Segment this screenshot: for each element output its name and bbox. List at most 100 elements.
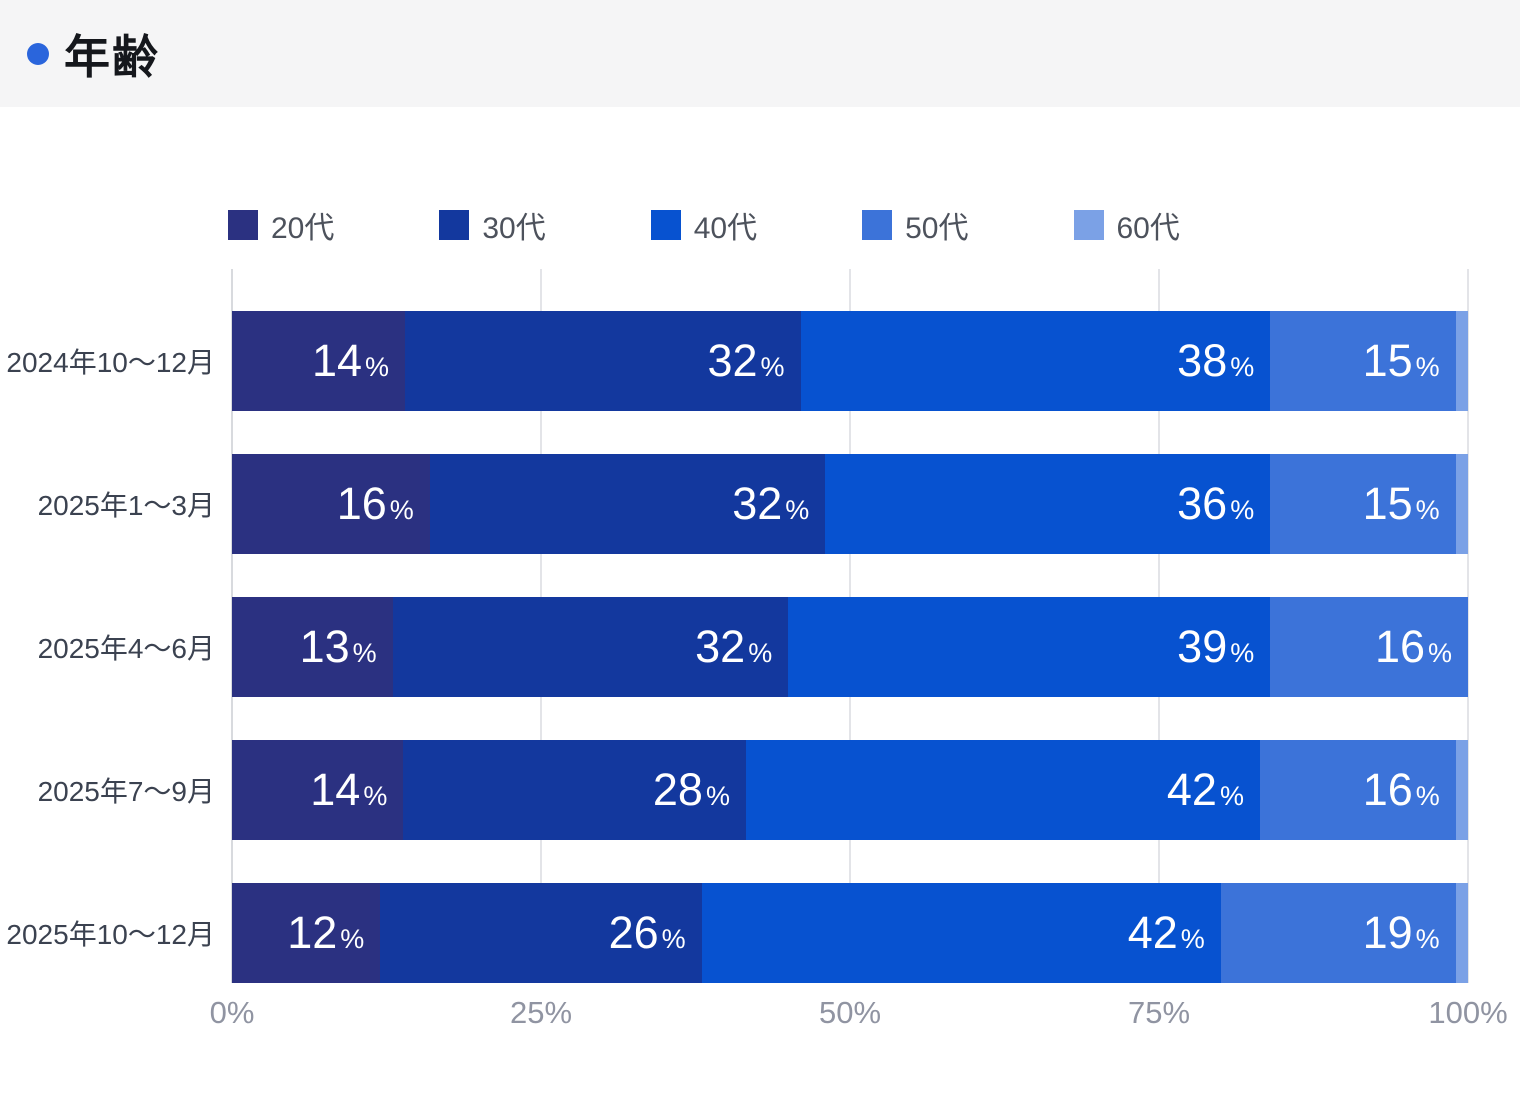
segment-value-number: 36 — [1177, 478, 1228, 529]
x-tick-label: 0% — [209, 995, 255, 1030]
bar-segment-50代: 15% — [1270, 454, 1456, 554]
segment-value-number: 16 — [1374, 621, 1425, 672]
segment-value-number: 15 — [1362, 335, 1413, 386]
segment-value-number: 19 — [1362, 907, 1413, 958]
bar-segment-60代 — [1455, 454, 1468, 554]
segment-value-label: 15% — [1363, 478, 1456, 530]
bar-segment-50代: 16% — [1270, 597, 1469, 697]
segment-value-suffix: % — [1415, 781, 1440, 811]
x-tick-label: 50% — [818, 995, 882, 1030]
segment-value-suffix: % — [785, 495, 810, 525]
segment-value-number: 16 — [1362, 764, 1413, 815]
segment-value-number: 12 — [287, 907, 338, 958]
segment-value-label: 42% — [1128, 907, 1221, 959]
bar-segment-40代: 39% — [788, 597, 1271, 697]
segment-value-suffix: % — [1180, 924, 1205, 954]
bar-segment-20代: 14% — [232, 311, 406, 411]
segment-value-suffix: % — [1230, 638, 1255, 668]
stacked-bar: 14% 28% 42% 16% — [232, 740, 1468, 840]
bar-segment-30代: 28% — [403, 740, 746, 840]
legend-label: 50代 — [905, 212, 969, 245]
segment-value-label: 16% — [1375, 621, 1468, 673]
segment-value-suffix: % — [705, 781, 730, 811]
stacked-bar: 12% 26% 42% 19% — [232, 883, 1468, 983]
segment-value-label: 12% — [287, 907, 380, 959]
segment-value-suffix: % — [1219, 781, 1244, 811]
segment-value-suffix: % — [661, 924, 686, 954]
bar-segment-30代: 32% — [429, 454, 826, 554]
segment-value-number: 42 — [1127, 907, 1178, 958]
category-label: 2025年7〜9月 — [37, 776, 215, 807]
legend-item: 40代 — [650, 203, 758, 247]
bar-segment-40代: 38% — [800, 311, 1271, 411]
segment-value-label: 19% — [1363, 907, 1456, 959]
segment-value-label: 42% — [1167, 764, 1260, 816]
segment-value-number: 32 — [707, 335, 758, 386]
bar-segment-20代: 14% — [232, 740, 404, 840]
segment-value-number: 15 — [1362, 478, 1413, 529]
segment-value-number: 14 — [311, 335, 363, 386]
bar-rows: 2024年10〜12月 14% 32% 38% 15% 2025年1〜3月 16% 32% 36… — [0, 269, 1520, 983]
bullet-icon — [27, 42, 49, 65]
segment-value-label: 39% — [1177, 621, 1270, 673]
bar-segment-60代 — [1455, 740, 1468, 840]
segment-value-label: 32% — [695, 621, 788, 673]
segment-value-number: 28 — [652, 764, 703, 815]
legend-item: 30代 — [439, 203, 546, 247]
segment-value-number: 32 — [695, 621, 746, 672]
x-tick-label: 100% — [1428, 995, 1508, 1030]
category-label: 2024年10〜12月 — [6, 347, 215, 378]
segment-value-number: 13 — [299, 621, 350, 672]
bar-row: 2025年4〜6月 13% 32% 39% 16% — [38, 597, 1469, 697]
bar-segment-60代 — [1455, 883, 1468, 983]
segment-value-number: 14 — [310, 764, 361, 815]
segment-value-label: 32% — [707, 335, 800, 387]
segment-value-suffix: % — [389, 495, 414, 525]
bar-segment-30代: 26% — [380, 883, 702, 983]
x-axis: 0% 25% 50% 75% 100% — [210, 995, 1508, 1039]
category-label: 2025年4〜6月 — [37, 633, 215, 664]
bar-segment-50代: 16% — [1259, 740, 1456, 840]
legend-item: 50代 — [862, 203, 969, 247]
segment-value-number: 42 — [1166, 764, 1217, 815]
segment-value-number: 26 — [608, 907, 659, 958]
bar-segment-30代: 32% — [405, 311, 801, 411]
legend-swatch-icon — [1073, 210, 1104, 240]
bar-row: 2025年7〜9月 14% 28% 42% 16% — [38, 740, 1468, 840]
bar-segment-20代: 12% — [232, 883, 381, 983]
segment-value-suffix: % — [352, 638, 377, 668]
x-tick-label: 75% — [1127, 995, 1191, 1030]
legend-item: 20代 — [228, 203, 334, 247]
bar-segment-50代: 19% — [1220, 883, 1456, 983]
bar-row: 2024年10〜12月 14% 32% 38% 15% — [6, 311, 1469, 411]
bar-row: 2025年1〜3月 16% 32% 36% 15% — [38, 454, 1468, 554]
bar-row: 2025年10〜12月 12% 26% 42% 19% — [6, 883, 1468, 983]
segment-value-suffix: % — [1428, 638, 1453, 668]
legend-swatch-icon — [650, 210, 681, 240]
legend-item: 60代 — [1073, 203, 1180, 247]
segment-value-suffix: % — [1415, 924, 1440, 954]
segment-value-label: 38% — [1177, 335, 1270, 387]
legend-label: 30代 — [482, 212, 546, 245]
plot-area: 2024年10〜12月 14% 32% 38% 15% 2025年1〜3月 16% 32% 36… — [0, 269, 1520, 983]
segment-value-suffix: % — [1415, 352, 1440, 382]
category-label: 2025年10〜12月 — [6, 919, 215, 950]
segment-value-suffix: % — [340, 924, 365, 954]
section-header: 年齢 — [0, 0, 1520, 107]
segment-value-suffix: % — [760, 352, 785, 382]
bar-segment-30代: 32% — [392, 597, 789, 697]
category-label: 2025年1〜3月 — [37, 490, 215, 521]
segment-value-number: 39 — [1177, 621, 1228, 672]
stacked-bar: 16% 32% 36% 15% — [232, 454, 1468, 554]
age-chart: 20代 30代 40代 50代 60代 2024年10〜12月 14% 32% 38% 15% 2… — [0, 203, 1520, 1039]
bar-segment-20代: 16% — [232, 454, 430, 554]
segment-value-label: 14% — [312, 335, 405, 387]
segment-value-number: 16 — [336, 478, 387, 529]
legend-label: 40代 — [693, 212, 758, 245]
page-title: 年齢 — [64, 30, 160, 83]
segment-value-label: 15% — [1363, 335, 1456, 387]
segment-value-label: 26% — [609, 907, 702, 959]
chart-legend: 20代 30代 40代 50代 60代 — [228, 203, 1520, 247]
bar-segment-40代: 42% — [745, 740, 1260, 840]
